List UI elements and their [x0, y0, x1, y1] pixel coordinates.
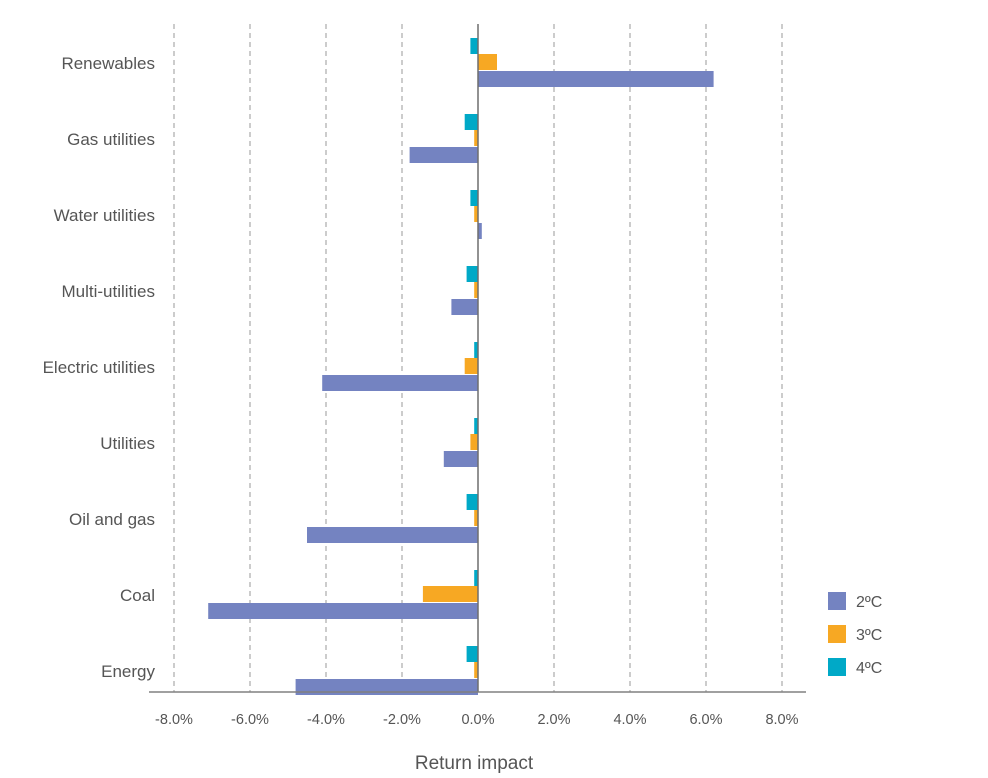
bar [474, 206, 478, 222]
category-label: Electric utilities [43, 358, 155, 377]
gridlines [173, 24, 783, 692]
bar [307, 527, 478, 543]
bar [478, 54, 497, 70]
bar [443, 451, 478, 467]
x-tick-label: 8.0% [765, 712, 798, 728]
bar [295, 679, 478, 695]
bar [451, 299, 478, 315]
bar [322, 375, 478, 391]
bar [409, 147, 478, 163]
bar [466, 646, 478, 662]
bar [478, 71, 714, 87]
category-label: Utilities [100, 434, 155, 453]
bar [474, 418, 478, 434]
legend-label: 4ºC [856, 660, 882, 677]
bar [474, 130, 478, 146]
legend-swatch [828, 625, 846, 643]
x-axis-title: Return impact [415, 753, 534, 774]
bar [474, 510, 478, 526]
bars [208, 38, 714, 695]
category-labels: Renewables Gas utilities Water utilities Mu… [43, 54, 156, 681]
category-label: Multi-utilities [61, 282, 155, 301]
x-tick-label: 6.0% [689, 712, 722, 728]
legend-swatch [828, 592, 846, 610]
x-tick-label: -4.0% [307, 712, 345, 728]
x-tick-labels: -8.0% -6.0% -4.0% -2.0% 0.0% 2.0% 4.0% 6.0% 8.0% [155, 712, 799, 728]
legend-label: 2ºC [856, 594, 882, 611]
category-label: Water utilities [54, 206, 155, 225]
bar [474, 342, 478, 358]
bar [422, 586, 478, 602]
bar [464, 358, 478, 374]
x-tick-label: -6.0% [231, 712, 269, 728]
category-label: Energy [101, 662, 155, 681]
category-label: Oil and gas [69, 510, 155, 529]
bar [474, 662, 478, 678]
legend-swatch [828, 658, 846, 676]
category-label: Gas utilities [67, 130, 155, 149]
bar [466, 494, 478, 510]
bar [208, 603, 478, 619]
bar [478, 223, 482, 239]
bar [470, 38, 478, 54]
x-tick-label: 4.0% [613, 712, 646, 728]
bar [470, 434, 478, 450]
legend: 2ºC 3ºC 4ºC [828, 592, 882, 677]
x-tick-label: 0.0% [461, 712, 494, 728]
bar [474, 570, 478, 586]
bar [466, 266, 478, 282]
x-tick-label: -8.0% [155, 712, 193, 728]
x-tick-label: 2.0% [537, 712, 570, 728]
bar [464, 114, 478, 130]
bar [470, 190, 478, 206]
category-label: Coal [120, 586, 155, 605]
bar [474, 282, 478, 298]
x-tick-label: -2.0% [383, 712, 421, 728]
legend-label: 3ºC [856, 627, 882, 644]
category-label: Renewables [61, 54, 155, 73]
